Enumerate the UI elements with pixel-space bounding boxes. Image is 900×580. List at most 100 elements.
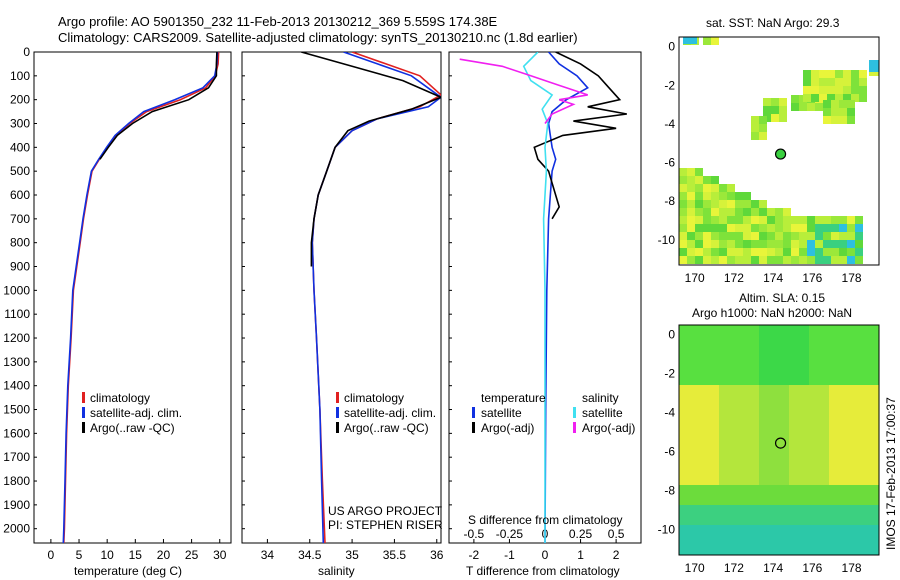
- sla-cell: [689, 455, 699, 465]
- sla-cell: [749, 495, 759, 505]
- title-line-1: Argo profile: AO 5901350_232 11-Feb-2013…: [58, 14, 498, 29]
- sla-cell: [679, 435, 689, 445]
- sla-cell: [719, 425, 729, 435]
- sst-cell: [711, 37, 719, 45]
- sst-cell: [695, 192, 703, 200]
- sst-cell: [687, 256, 695, 264]
- sla-cell: [709, 525, 719, 535]
- sst-cell: [859, 86, 867, 94]
- sst-cell: [759, 124, 767, 132]
- sla-cell: [829, 425, 839, 435]
- sla-cell: [739, 415, 749, 425]
- sst-cell: [811, 86, 819, 94]
- sst-cell: [839, 256, 847, 264]
- sst-cell: [771, 106, 779, 114]
- map-y-tick-label: -4: [664, 406, 675, 420]
- sla-cell: [819, 325, 829, 335]
- sla-cell: [769, 495, 779, 505]
- map-x-tick-label: 176: [802, 561, 822, 575]
- sst-cell: [803, 94, 811, 102]
- sst-cell: [839, 224, 847, 232]
- sst-cell: [687, 176, 695, 184]
- sla-cell: [839, 325, 849, 335]
- sla-cell: [739, 545, 749, 555]
- depth-tick-label: 600: [10, 188, 30, 202]
- sla-cell: [779, 395, 789, 405]
- sla-cell: [759, 385, 769, 395]
- sla-cell: [779, 535, 789, 545]
- sla-cell: [689, 505, 699, 515]
- sst-cell: [719, 256, 727, 264]
- sla-cell: [839, 495, 849, 505]
- depth-tick-label: 1500: [3, 403, 30, 417]
- sla-cell: [739, 395, 749, 405]
- sla-cell: [719, 545, 729, 555]
- sst-cell: [727, 184, 735, 192]
- sla-cell: [679, 485, 689, 495]
- sst-cell: [719, 232, 727, 240]
- sst-cell: [807, 248, 815, 256]
- sla-cell: [859, 365, 869, 375]
- sla-cell: [709, 425, 719, 435]
- sla-cell: [699, 515, 709, 525]
- legend-swatch-sal-argo: [573, 422, 576, 433]
- sla-cell: [849, 405, 859, 415]
- sla-cell: [749, 475, 759, 485]
- sla-cell: [779, 335, 789, 345]
- sla-cell: [799, 485, 809, 495]
- sla-cell: [829, 465, 839, 475]
- sst-cell: [843, 78, 851, 86]
- sla-cell: [799, 525, 809, 535]
- sst-cell: [847, 248, 855, 256]
- sla-cell: [719, 365, 729, 375]
- sla-cell: [709, 535, 719, 545]
- sla-cell: [849, 415, 859, 425]
- sla-cell: [799, 405, 809, 415]
- sst-cell: [735, 224, 743, 232]
- sst-cell: [687, 184, 695, 192]
- sla-cell: [829, 515, 839, 525]
- sla-cell: [859, 455, 869, 465]
- sla-cell: [859, 355, 869, 365]
- sla-cell: [789, 365, 799, 375]
- depth-tick-label: 1000: [3, 283, 30, 297]
- sla-cell: [849, 475, 859, 485]
- sla-map: Altim. SLA: 0.15 Argo h1000: NaN h2000: …: [678, 291, 880, 556]
- sst-cell: [751, 232, 759, 240]
- sla-cell: [869, 365, 879, 375]
- sla-cell: [859, 485, 869, 495]
- sla-cell: [829, 495, 839, 505]
- sla-cell: [679, 325, 689, 335]
- sla-cell: [769, 515, 779, 525]
- sla-cell: [729, 525, 739, 535]
- sst-cell: [775, 256, 783, 264]
- sst-cell: [831, 100, 839, 108]
- sla-cell: [789, 335, 799, 345]
- legend-swatch-satellite: [336, 407, 339, 418]
- sla-cell: [679, 545, 689, 555]
- sst-cell: [779, 106, 787, 114]
- x-tick-label: 35.5: [383, 548, 407, 562]
- sla-cell: [849, 525, 859, 535]
- sla-cell: [699, 545, 709, 555]
- sst-cell: [679, 240, 687, 248]
- sla-cell: [789, 415, 799, 425]
- sst-cell: [719, 248, 727, 256]
- sst-cell: [847, 224, 855, 232]
- sla-cell: [819, 335, 829, 345]
- sst-cell: [767, 240, 775, 248]
- sla-cell: [809, 425, 819, 435]
- sla-cell: [769, 345, 779, 355]
- sla-cell: [819, 475, 829, 485]
- sst-cell: [791, 240, 799, 248]
- sla-cell: [709, 445, 719, 455]
- legend-swatch-temp-satellite: [472, 407, 475, 418]
- map-y-tick-label: -10: [658, 233, 676, 247]
- sla-cell: [829, 365, 839, 375]
- sla-cell: [749, 545, 759, 555]
- sla-cell: [759, 525, 769, 535]
- sla-cell: [809, 475, 819, 485]
- sla-cell: [679, 465, 689, 475]
- sst-cell: [775, 248, 783, 256]
- sla-cell: [779, 415, 789, 425]
